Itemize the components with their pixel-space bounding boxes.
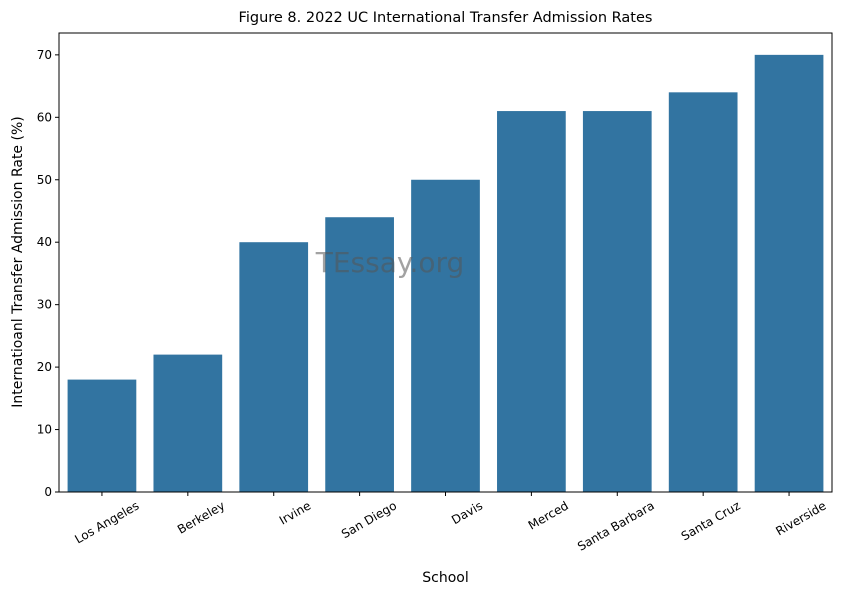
x-tick-label: Riverside xyxy=(773,498,828,538)
y-tick-label: 70 xyxy=(37,48,52,62)
bar-los-angeles xyxy=(67,379,137,492)
y-axis-title: Internatioanl Transfer Admission Rate (%… xyxy=(10,116,26,407)
y-tick-label: 0 xyxy=(44,485,52,499)
bar-riverside xyxy=(754,54,824,492)
bar-santa-barbara xyxy=(582,111,652,493)
plot-frame xyxy=(58,32,833,493)
chart-title: Figure 8. 2022 UC International Transfer… xyxy=(239,10,653,26)
y-tick-label: 20 xyxy=(37,360,52,374)
x-tick-label: Irvine xyxy=(277,498,313,527)
y-tick-label: 50 xyxy=(37,173,52,187)
x-tick-label: Santa Cruz xyxy=(679,498,743,543)
bar-santa-cruz xyxy=(668,92,738,492)
bar-san-diego xyxy=(325,217,394,492)
x-tick-label: Los Angeles xyxy=(72,498,141,546)
x-tick-label: Davis xyxy=(449,498,485,527)
y-tick-label: 30 xyxy=(37,298,52,312)
bar-davis xyxy=(411,179,480,492)
x-axis-title: School xyxy=(422,570,468,586)
y-tick-label: 10 xyxy=(37,423,52,437)
y-axis: 0 10 20 30 40 50 60 70 xyxy=(37,48,59,499)
bar-irvine xyxy=(239,242,309,492)
x-axis: Los Angeles Berkeley Irvine San Diego Davis M… xyxy=(72,492,829,554)
bar-berkeley xyxy=(153,354,223,492)
bar-merced xyxy=(497,111,566,493)
bars-group xyxy=(67,54,824,493)
y-tick-label: 60 xyxy=(37,110,52,124)
x-tick-label: Santa Barbara xyxy=(575,498,657,553)
x-tick-label: San Diego xyxy=(339,498,399,541)
watermark-text: TEssay.org xyxy=(315,246,465,279)
x-tick-label: Berkeley xyxy=(175,498,227,536)
y-tick-label: 40 xyxy=(37,235,52,249)
x-tick-label: Merced xyxy=(526,498,571,532)
